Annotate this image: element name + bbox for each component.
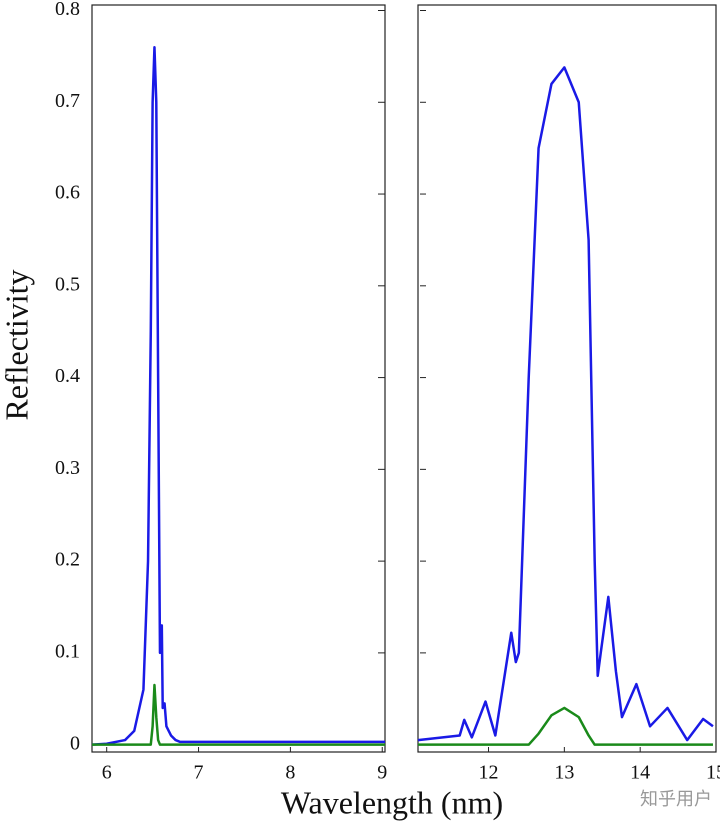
x-tick-label: 12 xyxy=(479,762,499,784)
line-series xyxy=(417,66,714,742)
x-tick-label: 15 xyxy=(706,762,720,784)
watermark: 知乎用户 xyxy=(640,789,712,810)
plot-frame xyxy=(91,4,386,753)
y-tick-label: 0.6 xyxy=(55,182,80,204)
line-series xyxy=(91,45,385,746)
plot-frame xyxy=(417,4,717,753)
x-tick-label: 6 xyxy=(102,762,112,784)
y-tick-label: 0.8 xyxy=(55,0,80,20)
line-series xyxy=(92,683,385,746)
x-tick-label: 13 xyxy=(554,762,574,784)
y-axis-label: Reflectivity xyxy=(0,269,34,420)
y-tick-label: 0.5 xyxy=(55,273,80,295)
y-tick-label: 0.1 xyxy=(55,640,80,662)
x-tick-label: 14 xyxy=(630,762,650,784)
y-tick-label: 0.3 xyxy=(55,457,80,479)
y-tick-label: 0 xyxy=(70,732,80,754)
x-tick-label: 8 xyxy=(285,762,295,784)
x-axis-label: Wavelength (nm) xyxy=(281,784,503,820)
x-tick-label: 7 xyxy=(194,762,204,784)
line-series xyxy=(418,706,713,746)
y-tick-label: 0.7 xyxy=(55,90,80,112)
y-tick-label: 0.4 xyxy=(55,365,80,387)
y-tick-label: 0.2 xyxy=(55,549,80,571)
x-tick-label: 9 xyxy=(377,762,387,784)
